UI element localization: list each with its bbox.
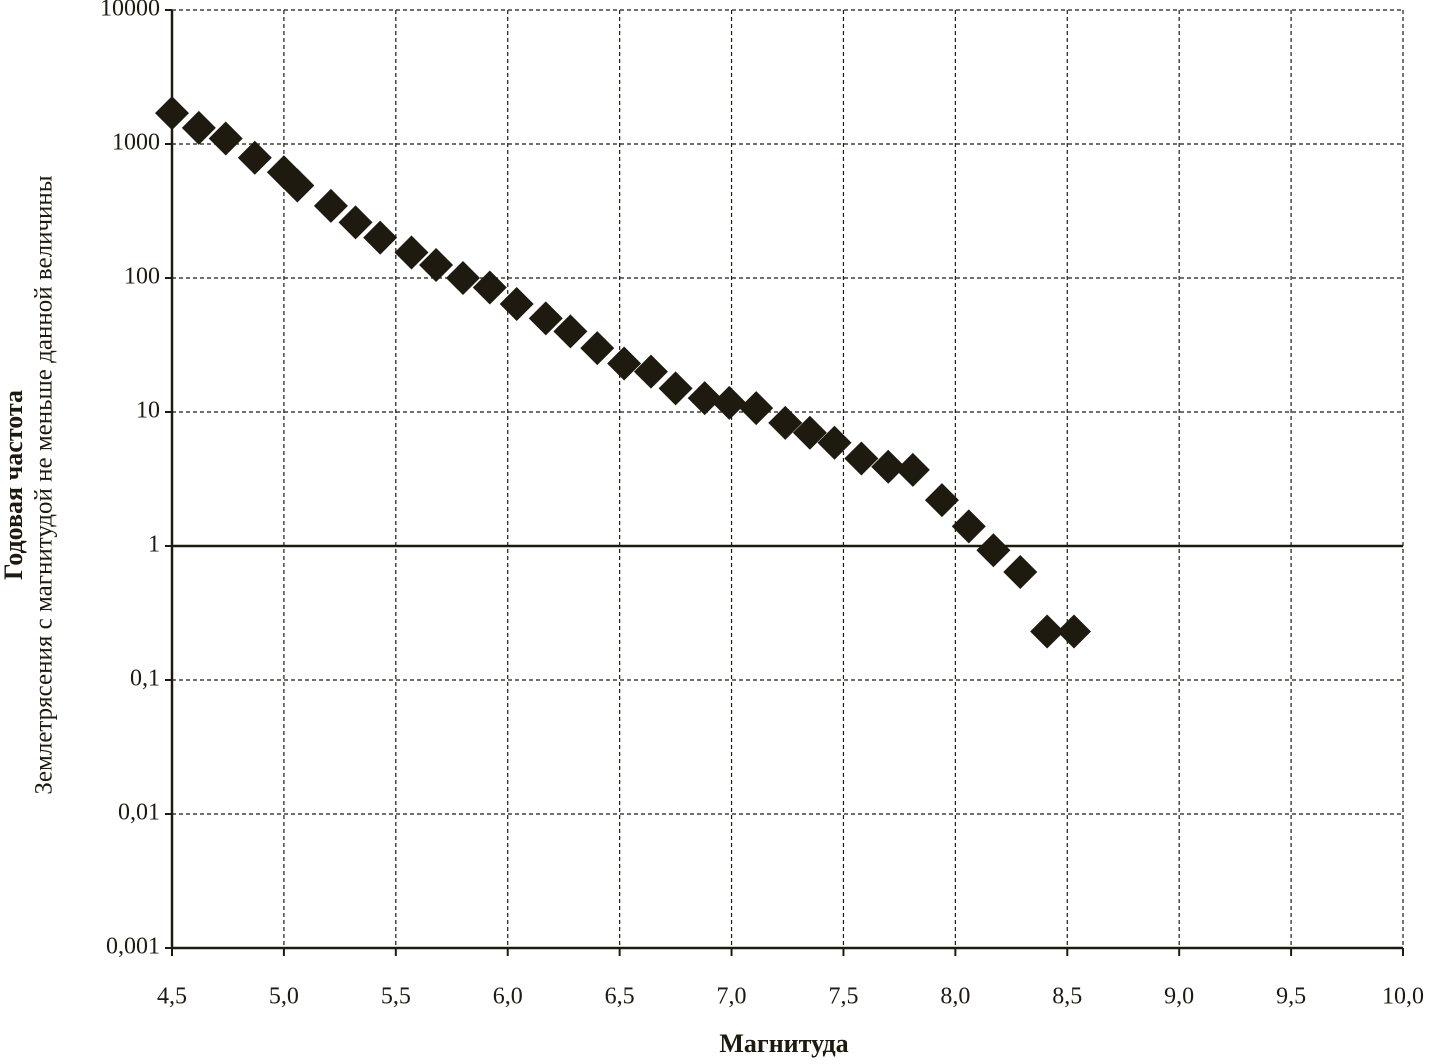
point [419, 248, 454, 283]
y-tick-label: 1000 [112, 130, 160, 156]
x-tick-label: 6,0 [493, 984, 523, 1010]
point [553, 314, 588, 349]
point [871, 449, 906, 484]
point [817, 425, 852, 460]
y-tick-label: 0,01 [118, 800, 160, 826]
point [394, 235, 429, 270]
y-tick-label: 1 [148, 532, 160, 558]
point [181, 110, 216, 145]
x-tick-label: 9,5 [1276, 984, 1306, 1010]
x-tick-label: 4,5 [157, 984, 187, 1010]
x-tick-label: 10,0 [1382, 984, 1424, 1010]
point [1056, 614, 1091, 649]
y-axis-label: Землетрясения с магнитудой не меньше дан… [31, 175, 58, 794]
point [633, 354, 668, 389]
point [208, 121, 243, 156]
point [313, 188, 348, 223]
x-axis-label: Магнитуда [719, 1029, 848, 1058]
point [237, 140, 272, 175]
x-tick-label: 8,0 [940, 984, 970, 1010]
x-tick-label: 5,0 [269, 984, 299, 1010]
point [280, 168, 315, 203]
point [580, 331, 615, 366]
y-tick-label: 10000 [100, 0, 160, 22]
x-tick-label: 8,5 [1052, 984, 1082, 1010]
y-tick-label: 0,001 [106, 934, 160, 960]
point [768, 405, 803, 440]
x-tick-label: 7,5 [828, 984, 858, 1010]
point [976, 533, 1011, 568]
point [528, 301, 563, 336]
point [687, 381, 722, 416]
point [895, 452, 930, 487]
point [499, 286, 534, 321]
x-tick-label: 9,0 [1164, 984, 1194, 1010]
point [1030, 614, 1065, 649]
point [712, 385, 747, 420]
point [363, 220, 398, 255]
point [739, 391, 774, 426]
x-tick-label: 6,5 [605, 984, 635, 1010]
point [658, 371, 693, 406]
point [445, 261, 480, 295]
point [472, 270, 507, 305]
point [155, 96, 189, 131]
y-axis-title: Годовая частота [0, 390, 28, 580]
point [338, 205, 373, 240]
point [607, 346, 642, 381]
point [792, 415, 827, 450]
y-tick-label: 0,1 [130, 666, 160, 692]
x-tick-label: 7,0 [717, 984, 747, 1010]
point [1003, 554, 1038, 589]
point [951, 509, 986, 544]
point [844, 441, 879, 476]
y-tick-label: 10 [136, 398, 160, 424]
point [924, 483, 959, 518]
y-tick-label: 100 [124, 264, 160, 290]
x-tick-label: 5,5 [381, 984, 411, 1010]
